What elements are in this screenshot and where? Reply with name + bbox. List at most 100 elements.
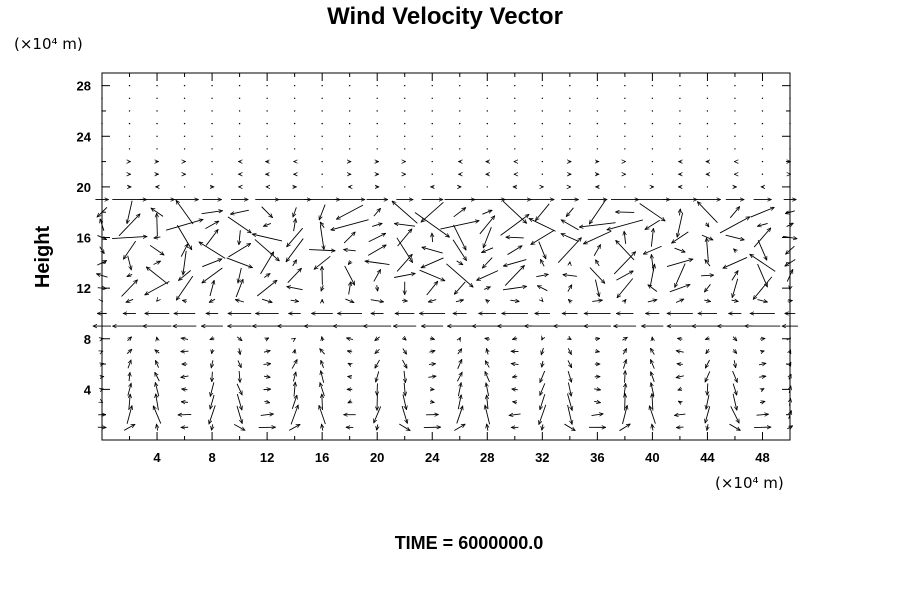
- wind-vector-dot: [404, 186, 406, 188]
- wind-vector-dot: [211, 148, 213, 150]
- wind-vector-arrow: [652, 424, 653, 431]
- wind-vector-dot: [101, 148, 103, 150]
- wind-vector-arrow: [733, 336, 737, 341]
- wind-vector-dot: [321, 173, 323, 175]
- wind-vector-arrow: [365, 261, 390, 265]
- wind-vector-dot: [706, 135, 709, 137]
- wind-vector-arrow: [202, 259, 222, 268]
- wind-vector-arrow: [725, 234, 745, 240]
- wind-vector-arrow: [235, 300, 245, 302]
- x-tick-label: 4: [153, 450, 161, 465]
- wind-vector-arrow: [155, 372, 160, 382]
- wind-vector-arrow: [396, 254, 412, 272]
- wind-vector-dot: [761, 173, 764, 175]
- wind-vector-dot: [156, 84, 158, 87]
- wind-vector-arrow: [561, 220, 579, 231]
- wind-vector-arrow: [677, 212, 684, 238]
- wind-vector-arrow: [419, 269, 445, 281]
- wind-vector-arrow: [583, 230, 612, 245]
- wind-vector-arrow: [126, 349, 132, 354]
- wind-vector-dot: [734, 97, 736, 100]
- wind-vector-dot: [431, 110, 433, 112]
- wind-vector-dot: [459, 110, 461, 112]
- wind-vector-arrow: [750, 254, 776, 272]
- wind-vector-arrow: [127, 383, 131, 396]
- wind-vector-dot: [431, 160, 433, 163]
- wind-vector-arrow: [734, 360, 735, 367]
- wind-vector-arrow: [199, 242, 226, 259]
- wind-vector-dot: [211, 84, 213, 87]
- wind-vector-arrow: [112, 236, 147, 240]
- wind-vector-arrow: [205, 229, 218, 246]
- wind-vector-arrow: [176, 275, 194, 300]
- wind-vector-arrow: [512, 389, 518, 390]
- x-tick-label: 20: [370, 450, 384, 465]
- wind-vector-arrow: [486, 348, 488, 355]
- wind-vector-arrow: [293, 372, 295, 382]
- wind-vector-arrow: [183, 250, 187, 275]
- wind-vector-arrow: [97, 207, 108, 217]
- wind-vector-arrow: [402, 348, 407, 355]
- wind-vector-arrow: [485, 361, 490, 368]
- wind-vector-arrow: [230, 209, 249, 214]
- y-unit-label: (×10⁴ m): [14, 35, 83, 53]
- wind-vector-arrow: [537, 286, 548, 292]
- wind-vector-dot: [596, 97, 599, 100]
- wind-vector-dot: [266, 97, 268, 100]
- wind-vector-arrow: [649, 264, 654, 287]
- wind-vector-arrow: [593, 245, 600, 256]
- wind-vector-arrow: [157, 213, 158, 237]
- wind-vector-dot: [596, 148, 599, 150]
- wind-vector-dot: [183, 97, 186, 100]
- wind-vector-arrow: [624, 383, 625, 396]
- wind-vector-dot: [706, 122, 709, 125]
- x-tick-label: 36: [590, 450, 604, 465]
- wind-vector-arrow: [156, 424, 157, 431]
- wind-vector-arrow: [486, 300, 489, 303]
- wind-vector-arrow: [510, 300, 519, 301]
- x-tick-label: 28: [480, 450, 494, 465]
- wind-vector-dot: [128, 97, 131, 100]
- wind-vector-dot: [293, 110, 296, 112]
- wind-vector-arrow: [149, 244, 164, 255]
- wind-vector-arrow: [320, 222, 325, 228]
- wind-vector-arrow: [707, 424, 708, 430]
- wind-vector-arrow: [228, 243, 250, 258]
- wind-vector-arrow: [487, 424, 488, 431]
- wind-vector-dot: [211, 110, 213, 112]
- wind-vector-dot: [431, 148, 433, 150]
- wind-vector-dot: [651, 84, 654, 87]
- wind-vector-dot: [183, 122, 186, 125]
- wind-vector-arrow: [643, 245, 662, 254]
- wind-vector-arrow: [761, 351, 765, 352]
- wind-vector-arrow: [457, 395, 461, 410]
- wind-vector-arrow: [705, 260, 711, 267]
- wind-vector-arrow: [347, 351, 353, 352]
- wind-vector-arrow: [732, 278, 739, 298]
- wind-vector-arrow: [165, 219, 203, 231]
- wind-vector-arrow: [180, 244, 188, 257]
- wind-vector-arrow: [645, 219, 661, 229]
- wind-vector-arrow: [619, 424, 630, 432]
- wind-vector-arrow: [502, 286, 527, 291]
- wind-vector-arrow: [757, 222, 768, 226]
- wind-vector-arrow: [348, 363, 351, 365]
- wind-vector-arrow: [97, 235, 106, 240]
- wind-vector-arrow: [428, 376, 436, 377]
- wind-vector-arrow: [236, 405, 242, 424]
- wind-vector-dot: [293, 97, 296, 100]
- wind-vector-dot: [238, 135, 241, 137]
- wind-vector-arrow: [157, 300, 158, 301]
- wind-vector-arrow: [674, 247, 686, 252]
- wind-vector-arrow: [701, 275, 714, 276]
- wind-vector-dot: [789, 97, 791, 100]
- wind-vector-arrow: [669, 285, 690, 293]
- wind-vector-arrow: [594, 338, 600, 339]
- wind-vector-arrow: [376, 371, 380, 382]
- wind-vector-arrow: [500, 214, 529, 236]
- wind-vector-dot: [266, 110, 268, 112]
- wind-vector-arrow: [457, 359, 463, 369]
- wind-vector-arrow: [753, 276, 773, 300]
- wind-vector-arrow: [567, 371, 571, 382]
